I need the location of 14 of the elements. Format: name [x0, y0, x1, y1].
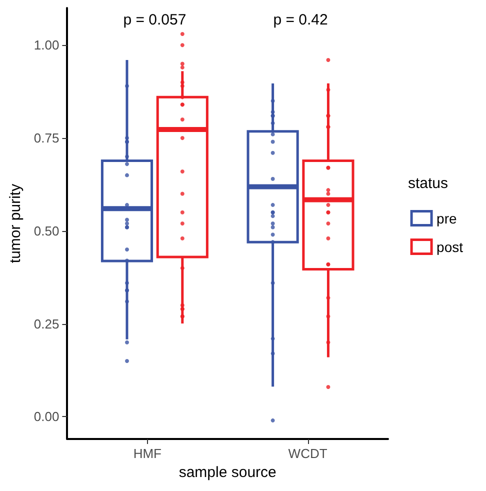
annotation: p = 0.057 — [123, 12, 186, 28]
y-tick-label: 0.00 — [34, 409, 60, 424]
x-tick-label: WCDT — [288, 446, 328, 461]
legend-label: post — [436, 238, 464, 255]
y-tick-label: 1.00 — [34, 38, 60, 53]
x-tick-label: HMF — [133, 446, 162, 461]
y-tick-label: 0.25 — [34, 316, 60, 332]
y-tick-label: 0.75 — [34, 130, 60, 146]
x-axis-title: sample source — [178, 464, 276, 481]
y-axis-title: tumor purity — [7, 183, 24, 264]
annotation: p = 0.42 — [273, 12, 328, 28]
y-tick-label: 0.50 — [34, 223, 60, 238]
legend-title: status — [408, 175, 448, 192]
legend-label: pre — [436, 210, 457, 226]
